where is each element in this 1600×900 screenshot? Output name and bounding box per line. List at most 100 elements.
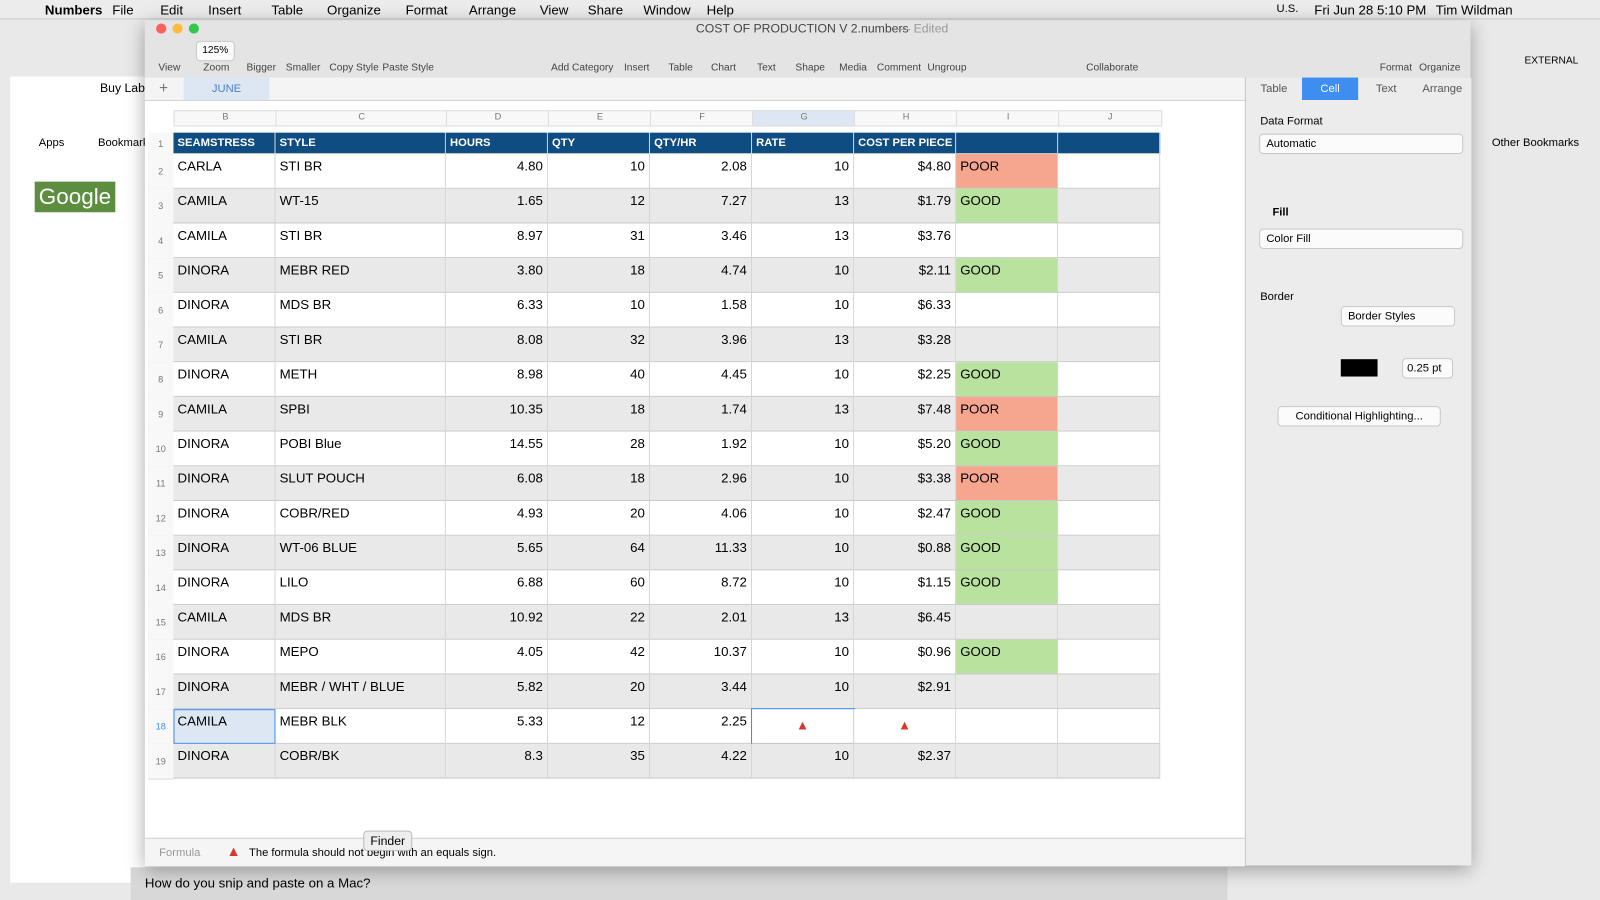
rating-cell[interactable] [956,223,1059,259]
zoom-select[interactable]: 125% [195,40,235,62]
fill-select[interactable]: Color Fill [1259,228,1464,249]
cell[interactable]: 20 [547,501,650,536]
cell[interactable]: 10 [752,292,855,328]
row-number[interactable]: 19 [147,743,174,780]
menu[interactable]: View [539,2,569,18]
cell[interactable]: $4.80 [854,154,957,189]
cell[interactable]: 4.06 [649,501,753,536]
cell[interactable] [1058,535,1161,571]
border-color[interactable] [1340,359,1378,377]
cell[interactable]: 5.82 [445,674,548,710]
cell[interactable]: $3.76 [854,223,957,259]
cell[interactable]: 22 [547,605,650,640]
toolbar-label[interactable]: Bigger [246,62,276,74]
toolbar-label[interactable]: Ungroup [927,62,967,74]
row-number[interactable]: 5 [147,258,174,294]
row-number[interactable]: 17 [147,674,174,711]
sidebar-tab[interactable]: Text [1375,82,1397,95]
toolbar-label[interactable]: Paste Style [382,62,434,74]
cell[interactable]: $1.15 [854,570,957,606]
rating-cell[interactable]: POOR [956,396,1059,432]
sheet-tab[interactable]: JUNE [183,77,270,100]
cell[interactable]: 4.22 [649,743,753,779]
cell[interactable] [1058,466,1161,502]
other-bookmarks[interactable]: Other Bookmarks [1491,136,1580,149]
cell[interactable]: DINORA [173,570,276,606]
conditional-highlighting[interactable]: Conditional Highlighting... [1277,406,1441,427]
cell[interactable]: CAMILA [173,188,276,224]
cell[interactable]: 3.80 [445,258,548,293]
header-cell[interactable]: QTY/HR [649,132,753,155]
row-number[interactable]: 15 [147,605,174,641]
cell[interactable]: 10 [547,292,650,328]
cell[interactable]: 3.96 [649,327,753,363]
header-cell[interactable]: HOURS [445,132,548,155]
column-letter[interactable]: F [649,110,755,127]
cell[interactable]: 3.46 [649,223,753,259]
toolbar-label[interactable]: Shape [795,62,825,74]
cell[interactable]: 2.08 [649,154,753,189]
cell[interactable] [1058,396,1161,432]
cell[interactable]: 18 [547,466,650,502]
minimize[interactable] [172,23,183,34]
menu[interactable]: File [112,2,134,18]
cell[interactable]: $2.47 [854,501,957,536]
cell[interactable]: 10.92 [445,605,548,640]
column-letter[interactable]: I [956,110,1061,127]
rating-cell[interactable]: GOOD [956,431,1059,467]
row-number[interactable]: 11 [147,466,174,503]
rating-cell[interactable] [956,674,1059,710]
cell[interactable]: ▲ [751,708,856,745]
clock[interactable]: Fri Jun 28 5:10 PM [1314,2,1427,18]
cell[interactable]: $2.25 [854,362,957,397]
toolbar-label[interactable]: Table [668,62,693,74]
cell[interactable]: 10 [752,431,855,467]
cell[interactable]: 20 [547,674,650,710]
cell[interactable]: 18 [547,258,650,293]
cell[interactable]: COBR/BK [275,743,446,779]
cell[interactable]: SPBI [275,396,446,432]
cell[interactable]: 13 [752,188,855,224]
cell[interactable]: 10 [547,154,650,189]
cell[interactable]: 40 [547,362,650,397]
column-letter[interactable]: G [752,110,857,127]
cell[interactable]: 4.74 [649,258,753,293]
rating-cell[interactable]: GOOD [956,501,1059,536]
cell[interactable]: 10 [752,535,855,571]
cell[interactable] [1058,154,1161,189]
cell[interactable]: $7.48 [854,396,957,432]
rating-cell[interactable]: GOOD [956,535,1059,571]
row-number[interactable]: 18 [147,709,174,745]
cell[interactable]: 10 [752,466,855,502]
column-letter[interactable]: J [1058,110,1163,127]
cell[interactable]: 6.33 [445,292,548,328]
cell[interactable]: 8.72 [649,570,753,606]
close[interactable] [156,23,167,34]
cell[interactable]: $5.20 [854,431,957,467]
cell[interactable]: 11.33 [649,535,753,571]
cell[interactable]: 4.80 [445,154,548,189]
column-letter[interactable]: E [547,110,653,127]
cell[interactable] [1058,292,1161,328]
cell[interactable] [1058,362,1161,397]
toolbar-label[interactable]: Text [756,62,776,74]
cell[interactable] [1058,743,1161,779]
cell[interactable]: 60 [547,570,650,606]
cell[interactable]: MEPO [275,639,446,675]
toolbar-label[interactable]: Format [1379,62,1413,74]
cell[interactable]: 8.08 [445,327,548,363]
cell[interactable]: DINORA [173,431,276,467]
cell[interactable]: 14.55 [445,431,548,467]
header-cell[interactable] [956,132,1059,155]
cell[interactable]: 1.58 [649,292,753,328]
cell[interactable]: 12 [547,709,650,744]
toolbar-label[interactable]: Copy Style [329,62,379,74]
cell[interactable]: WT-06 BLUE [275,535,446,571]
menu[interactable]: Edit [160,2,184,18]
cell[interactable]: MDS BR [275,605,446,640]
cell[interactable]: $1.79 [854,188,957,224]
header-cell[interactable]: RATE [752,132,855,155]
cell[interactable]: STI BR [275,327,446,363]
menu[interactable]: Share [587,2,624,18]
cell[interactable]: CAMILA [173,327,276,363]
